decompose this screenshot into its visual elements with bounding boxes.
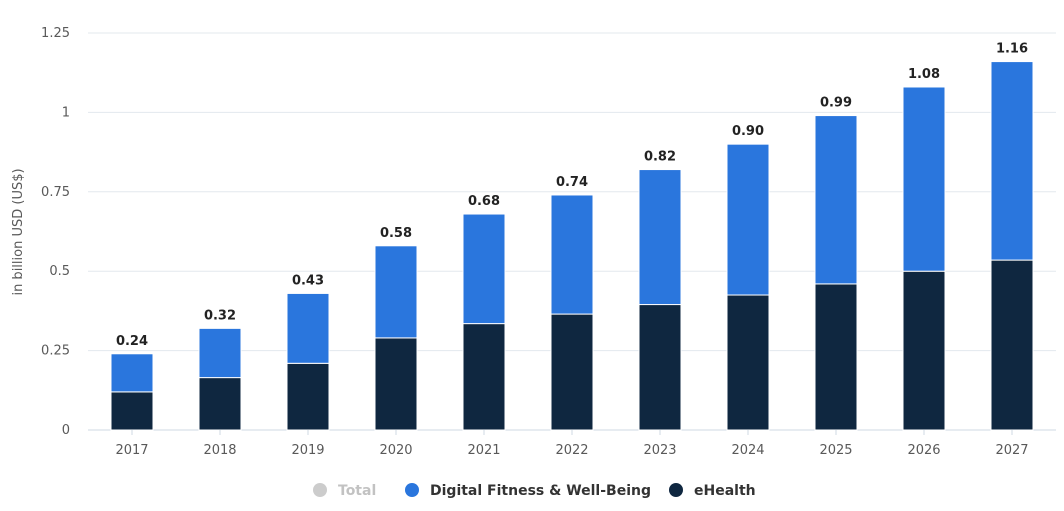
bar-segment [902, 86, 946, 272]
total-value-label: 0.24 [116, 334, 148, 349]
y-axis: 0 0.25 0.5 0.75 1 1.25 [41, 26, 70, 438]
bar-segment [814, 283, 858, 431]
total-value-label: 0.82 [644, 150, 676, 165]
bar-segment [726, 294, 770, 431]
bar-segment [286, 292, 330, 364]
total-value-label: 0.32 [204, 308, 236, 323]
bar-segment [462, 323, 506, 431]
x-tick-label: 2026 [907, 443, 940, 458]
bar-segment [638, 304, 682, 431]
legend-item-label: eHealth [694, 483, 756, 499]
total-value-label: 0.99 [820, 96, 852, 111]
bar-segment [638, 169, 682, 306]
bar-segment [110, 353, 154, 393]
x-tick-label: 2025 [819, 443, 852, 458]
total-value-label: 0.43 [292, 273, 324, 288]
bar-segment [462, 213, 506, 325]
bar-segment [110, 391, 154, 431]
x-tick-label: 2024 [731, 443, 764, 458]
x-tick-label: 2022 [555, 443, 588, 458]
total-value-label: 0.68 [468, 194, 500, 209]
bar-segment [726, 143, 770, 296]
bars [110, 61, 1034, 431]
x-tick-label: 2020 [379, 443, 412, 458]
bar-segment [550, 313, 594, 431]
x-tick-label: 2018 [203, 443, 236, 458]
legend-item-label: Total [338, 483, 376, 499]
total-value-label: 0.58 [380, 226, 412, 241]
x-tick-label: 2021 [467, 443, 500, 458]
legend-item-label: Digital Fitness & Well-Being [430, 483, 651, 499]
y-axis-title: in billion USD (US$) [11, 168, 26, 295]
legend-marker [669, 483, 683, 497]
y-tick-label: 0 [62, 423, 70, 438]
bar-segment [198, 327, 242, 379]
y-tick-label: 1 [62, 105, 70, 120]
total-value-label: 1.08 [908, 67, 940, 82]
bar-segment [990, 259, 1034, 431]
total-value-label: 0.90 [732, 124, 764, 139]
total-value-label: 1.16 [996, 42, 1028, 57]
x-tick-label: 2023 [643, 443, 676, 458]
x-tick-label: 2027 [995, 443, 1028, 458]
bar-segment [814, 115, 858, 285]
bar-segment [374, 337, 418, 431]
bar-segment [374, 245, 418, 339]
legend-marker [405, 483, 419, 497]
y-tick-label: 0.5 [49, 264, 70, 279]
y-tick-label: 0.25 [41, 344, 70, 359]
bar-segment [902, 270, 946, 431]
legend: Total Digital Fitness & Well-Being eHealth [313, 483, 756, 499]
legend-marker [313, 483, 327, 497]
bar-segment [550, 194, 594, 315]
bar-segment [198, 377, 242, 431]
y-tick-label: 1.25 [41, 26, 70, 41]
x-tick-label: 2019 [291, 443, 324, 458]
total-labels: 0.24 0.32 0.43 0.58 0.68 0.74 0.82 0.90 0.99 1.08… [116, 42, 1028, 349]
bar-segment [990, 61, 1034, 261]
bar-segment [286, 362, 330, 431]
x-axis: 2017 2018 2019 2020 2021 2022 2023 2024 2025 2026… [115, 430, 1029, 458]
y-tick-label: 0.75 [41, 185, 70, 200]
total-value-label: 0.74 [556, 175, 588, 190]
x-tick-label: 2017 [115, 443, 148, 458]
